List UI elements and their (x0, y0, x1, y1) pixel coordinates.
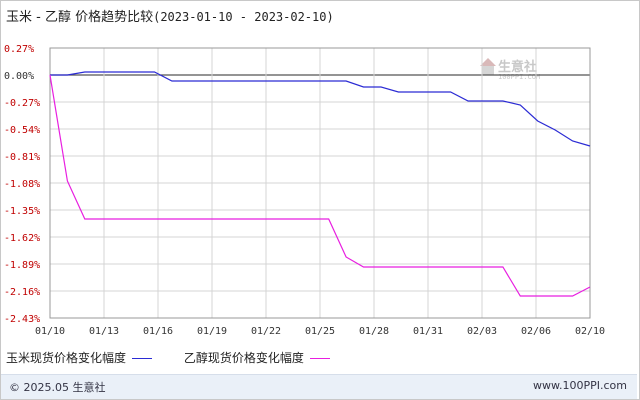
y-tick-label: 0.27% (4, 44, 34, 55)
x-tick-label: 02/06 (521, 326, 551, 337)
x-tick-label: 02/03 (467, 326, 497, 337)
watermark-url: 100PPI.COM (498, 73, 540, 81)
site-link[interactable]: www.100PPI.com (533, 379, 627, 392)
legend-swatch-ethanol (309, 358, 330, 359)
legend-swatch-corn (132, 358, 153, 359)
legend-item-corn: 玉米现货价格变化幅度 (6, 349, 153, 366)
chart-title: 玉米 - 乙醇 价格趋势比较(2023-01-10 - 2023-02-10) (6, 6, 334, 25)
x-tick-label: 01/19 (197, 326, 227, 337)
y-tick-label: -2.16% (4, 287, 40, 298)
x-tick-label: 01/22 (251, 326, 281, 337)
watermark-text: 生意社 (498, 59, 537, 75)
y-tick-label: -1.08% (4, 179, 40, 190)
y-tick-label: -1.89% (4, 260, 40, 271)
y-tick-label: -0.81% (4, 152, 40, 163)
y-tick-label: -0.54% (4, 125, 40, 136)
series-line-ethanol (49, 74, 591, 297)
watermark-house-icon (480, 58, 496, 66)
x-tick-label: 01/28 (359, 326, 389, 337)
plot-area (49, 47, 591, 319)
series-line-corn (50, 71, 591, 147)
y-tick-label: -1.35% (4, 206, 40, 217)
legend-label-ethanol: 乙醇现货价格变化幅度 (183, 351, 304, 365)
y-tick-label: -0.27% (4, 98, 40, 109)
y-tick-label: -1.62% (4, 233, 40, 244)
footer-bar: © 2025.05 生意社 www.100PPI.com (1, 374, 637, 399)
legend: 玉米现货价格变化幅度 乙醇现货价格变化幅度 (6, 349, 358, 366)
x-tick-label: 02/10 (575, 326, 605, 337)
copyright-text: © 2025.05 生意社 (9, 381, 106, 394)
legend-label-corn: 玉米现货价格变化幅度 (6, 351, 127, 365)
chart-title-text: 玉米 - 乙醇 价格趋势比较 (6, 10, 154, 25)
x-tick-label: 01/13 (89, 326, 119, 337)
watermark-house-body (482, 66, 494, 75)
legend-item-ethanol: 乙醇现货价格变化幅度 (184, 349, 330, 366)
y-tick-label: 0.00% (4, 71, 34, 82)
x-tick-label: 01/31 (413, 326, 443, 337)
x-tick-label: 01/25 (305, 326, 335, 337)
x-tick-label: 01/16 (143, 326, 173, 337)
chart-title-range: (2023-01-10 - 2023-02-10) (153, 10, 334, 24)
y-tick-label: -2.43% (4, 314, 40, 325)
x-tick-label: 01/10 (35, 326, 65, 337)
